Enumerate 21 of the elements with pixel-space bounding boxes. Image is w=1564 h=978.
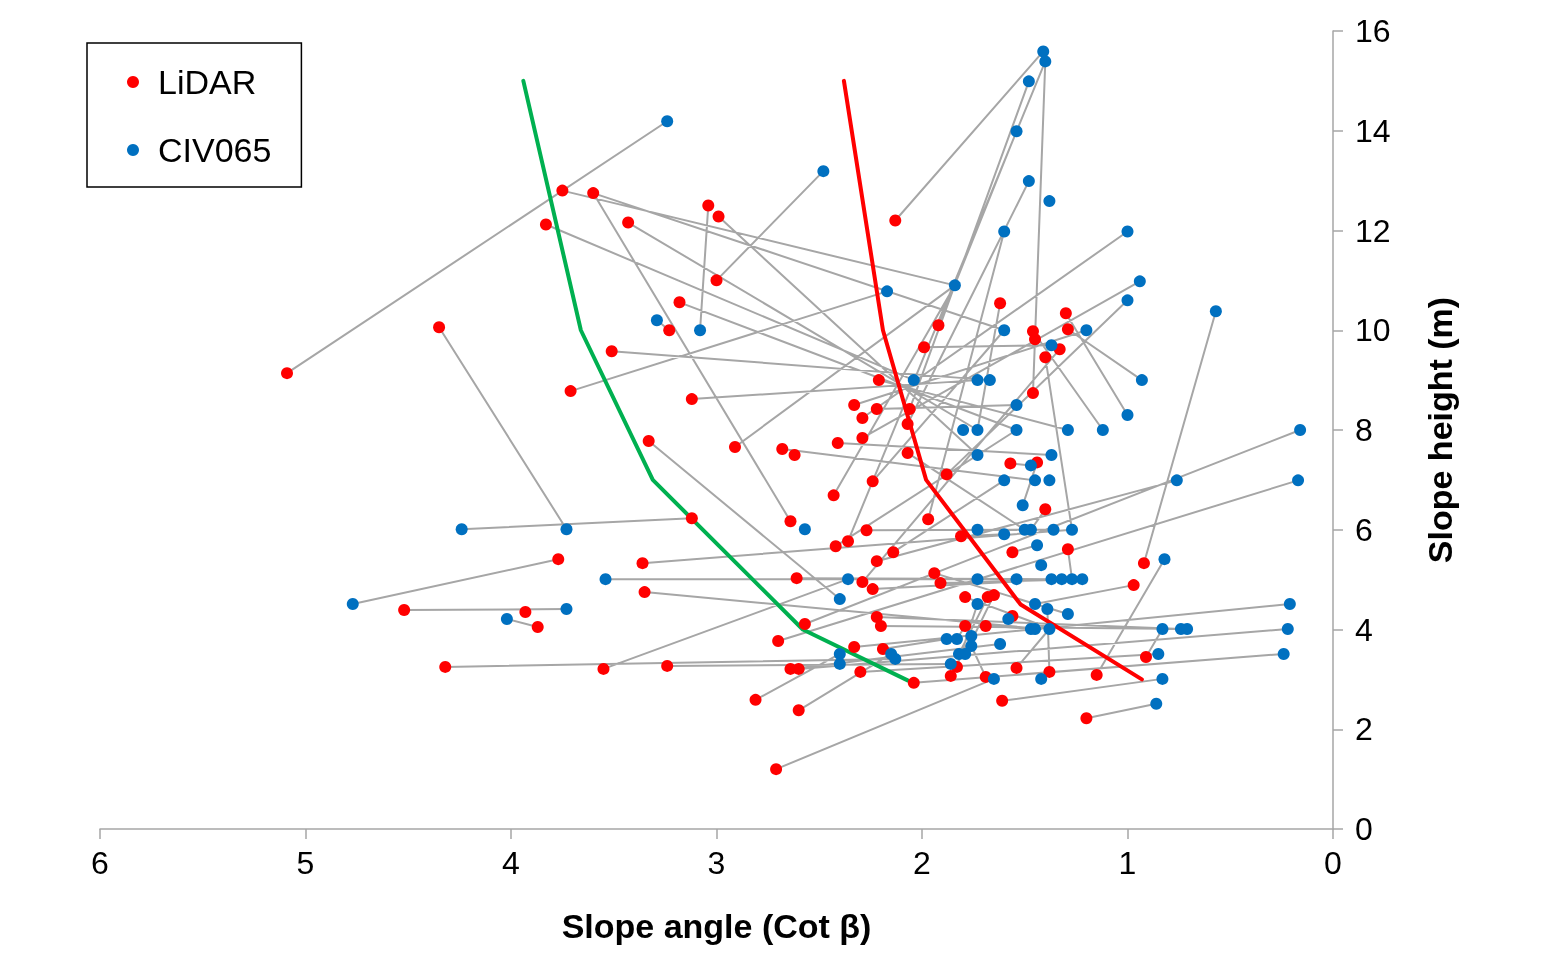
x-tick-label: 6 xyxy=(91,845,109,881)
y-tick-label: 6 xyxy=(1355,511,1373,548)
y-tick-label: 4 xyxy=(1355,611,1373,648)
x-tick-label: 2 xyxy=(913,845,931,881)
x-tick-label: 0 xyxy=(1324,845,1342,881)
legend-label: LiDAR xyxy=(158,63,257,101)
legend-label: CIV065 xyxy=(158,131,272,169)
x-tick-label: 1 xyxy=(1118,845,1137,881)
y-tick-label: 14 xyxy=(1355,112,1391,149)
y-tick-label: 8 xyxy=(1355,412,1373,448)
x-axis-title: Slope angle (Cot β) xyxy=(561,907,872,945)
x-tick-label: 3 xyxy=(707,845,726,881)
x-tick-label: 5 xyxy=(296,845,315,881)
y-tick-label: 16 xyxy=(1355,13,1391,49)
y-tick-label: 0 xyxy=(1355,811,1373,847)
line-series xyxy=(841,78,1144,682)
y-tick-label: 2 xyxy=(1355,711,1373,748)
y-axis-title: Slope height (m) xyxy=(1421,296,1459,564)
x-tick-label: 4 xyxy=(502,845,520,881)
y-tick-label: 10 xyxy=(1355,312,1391,349)
y-tick-label: 12 xyxy=(1355,212,1391,249)
